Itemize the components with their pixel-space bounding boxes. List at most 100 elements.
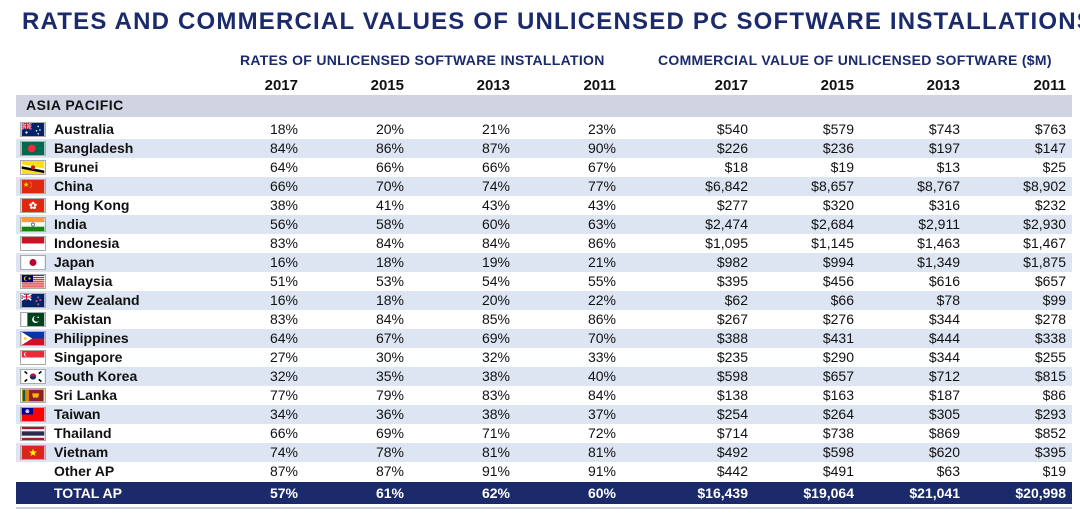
country-name: Australia: [54, 121, 114, 137]
value-cell: $344: [928, 311, 960, 327]
rate-cell: 64%: [269, 159, 298, 175]
rate-cell: 38%: [269, 197, 298, 213]
rate-cell: 51%: [269, 273, 298, 289]
rate-cell: 43%: [481, 197, 510, 213]
table-row: Other AP 87% 87% 91% 91% $442 $491 $63 $19: [16, 462, 1072, 481]
total-row: TOTAL AP 57% 61% 62% 60% $16,439 $19,064…: [16, 482, 1072, 504]
rate-cell: 56%: [269, 216, 298, 232]
value-cell: $290: [822, 349, 854, 365]
rate-cell: 79%: [375, 387, 404, 403]
rate-cell: 87%: [269, 463, 298, 479]
table-row: New Zealand 16% 18% 20% 22% $62 $66 $78 $99: [16, 291, 1072, 310]
value-cell: $305: [928, 406, 960, 422]
value-cell: $320: [822, 197, 854, 213]
country-name: Hong Kong: [54, 197, 130, 213]
value-cell: $492: [716, 444, 748, 460]
value-cell: $264: [822, 406, 854, 422]
value-cell: $8,902: [1023, 178, 1066, 194]
total-cell: 60%: [587, 485, 616, 501]
country-name: India: [54, 216, 87, 232]
hong-kong-flag-icon: [20, 198, 46, 213]
table-row: China 66% 70% 74% 77% $6,842 $8,657 $8,767 $8,90…: [16, 177, 1072, 196]
value-cell: $395: [1034, 444, 1066, 460]
value-cell: $66: [830, 292, 854, 308]
philippines-flag-icon: [20, 331, 46, 346]
value-cell: $620: [928, 444, 960, 460]
value-cell: $163: [822, 387, 854, 403]
rate-cell: 54%: [481, 273, 510, 289]
table-row: Philippines 64% 67% 69% 70% $388 $431 $444 $338: [16, 329, 1072, 348]
rate-cell: 43%: [587, 197, 616, 213]
value-cell: $344: [928, 349, 960, 365]
country-name: Taiwan: [54, 406, 101, 422]
table-row: Bangladesh 84% 86% 87% 90% $226 $236 $197 $147: [16, 139, 1072, 158]
new-zealand-flag-icon: [20, 293, 46, 308]
rate-cell: 21%: [587, 254, 616, 270]
rate-cell: 81%: [481, 444, 510, 460]
value-cell: $19: [1042, 463, 1066, 479]
value-cell: $2,684: [811, 216, 854, 232]
value-cell: $86: [1042, 387, 1066, 403]
value-cell: $1,145: [811, 235, 854, 251]
rate-cell: 23%: [587, 121, 616, 137]
sri-lanka-flag-icon: [20, 388, 46, 403]
value-cell: $444: [928, 330, 960, 346]
country-name: Singapore: [54, 349, 123, 365]
value-cell: $1,095: [705, 235, 748, 251]
value-cell: $138: [716, 387, 748, 403]
taiwan-flag-icon: [20, 407, 46, 422]
value-cell: $338: [1034, 330, 1066, 346]
total-cell: $20,998: [1015, 485, 1066, 501]
value-cell: $267: [716, 311, 748, 327]
value-cell: $235: [716, 349, 748, 365]
value-cell: $598: [716, 368, 748, 384]
rate-cell: 71%: [481, 425, 510, 441]
rate-cell: 22%: [587, 292, 616, 308]
rate-cell: 70%: [375, 178, 404, 194]
value-cell: $2,474: [705, 216, 748, 232]
rate-cell: 70%: [587, 330, 616, 346]
south-korea-flag-icon: [20, 369, 46, 384]
year-header: 2015: [370, 77, 404, 94]
rate-cell: 86%: [375, 140, 404, 156]
table-row: Sri Lanka 77% 79% 83% 84% $138 $163 $187 $86: [16, 386, 1072, 405]
country-name: Indonesia: [54, 235, 120, 251]
rate-cell: 18%: [269, 121, 298, 137]
rate-cell: 78%: [375, 444, 404, 460]
rate-cell: 53%: [375, 273, 404, 289]
rate-cell: 40%: [587, 368, 616, 384]
total-cell: $19,064: [803, 485, 854, 501]
value-cell: $994: [822, 254, 854, 270]
value-cell: $236: [822, 140, 854, 156]
rate-cell: 85%: [481, 311, 510, 327]
value-cell: $540: [716, 121, 748, 137]
value-cell: $18: [724, 159, 748, 175]
value-cell: $712: [928, 368, 960, 384]
value-cell: $187: [928, 387, 960, 403]
indonesia-flag-icon: [20, 236, 46, 251]
rate-cell: 83%: [481, 387, 510, 403]
rate-cell: 91%: [481, 463, 510, 479]
rate-cell: 86%: [587, 311, 616, 327]
thailand-flag-icon: [20, 426, 46, 441]
year-header: 2017: [714, 77, 748, 94]
rate-cell: 83%: [269, 235, 298, 251]
rate-cell: 91%: [587, 463, 616, 479]
country-name: New Zealand: [54, 292, 140, 308]
singapore-flag-icon: [20, 350, 46, 365]
table-row: Hong Kong 38% 41% 43% 43% $277 $320 $316 $232: [16, 196, 1072, 215]
table-row: South Korea 32% 35% 38% 40% $598 $657 $712 $815: [16, 367, 1072, 386]
rate-cell: 38%: [481, 368, 510, 384]
table-row: Indonesia 83% 84% 84% 86% $1,095 $1,145 $1,463 $…: [16, 234, 1072, 253]
rate-cell: 33%: [587, 349, 616, 365]
japan-flag-icon: [20, 255, 46, 270]
value-cell: $278: [1034, 311, 1066, 327]
rate-cell: 72%: [587, 425, 616, 441]
value-cell: $2,930: [1023, 216, 1066, 232]
country-name: Japan: [54, 254, 95, 270]
rate-cell: 84%: [375, 311, 404, 327]
rate-cell: 87%: [481, 140, 510, 156]
rate-cell: 74%: [269, 444, 298, 460]
value-cell: $8,767: [917, 178, 960, 194]
value-cell: $431: [822, 330, 854, 346]
